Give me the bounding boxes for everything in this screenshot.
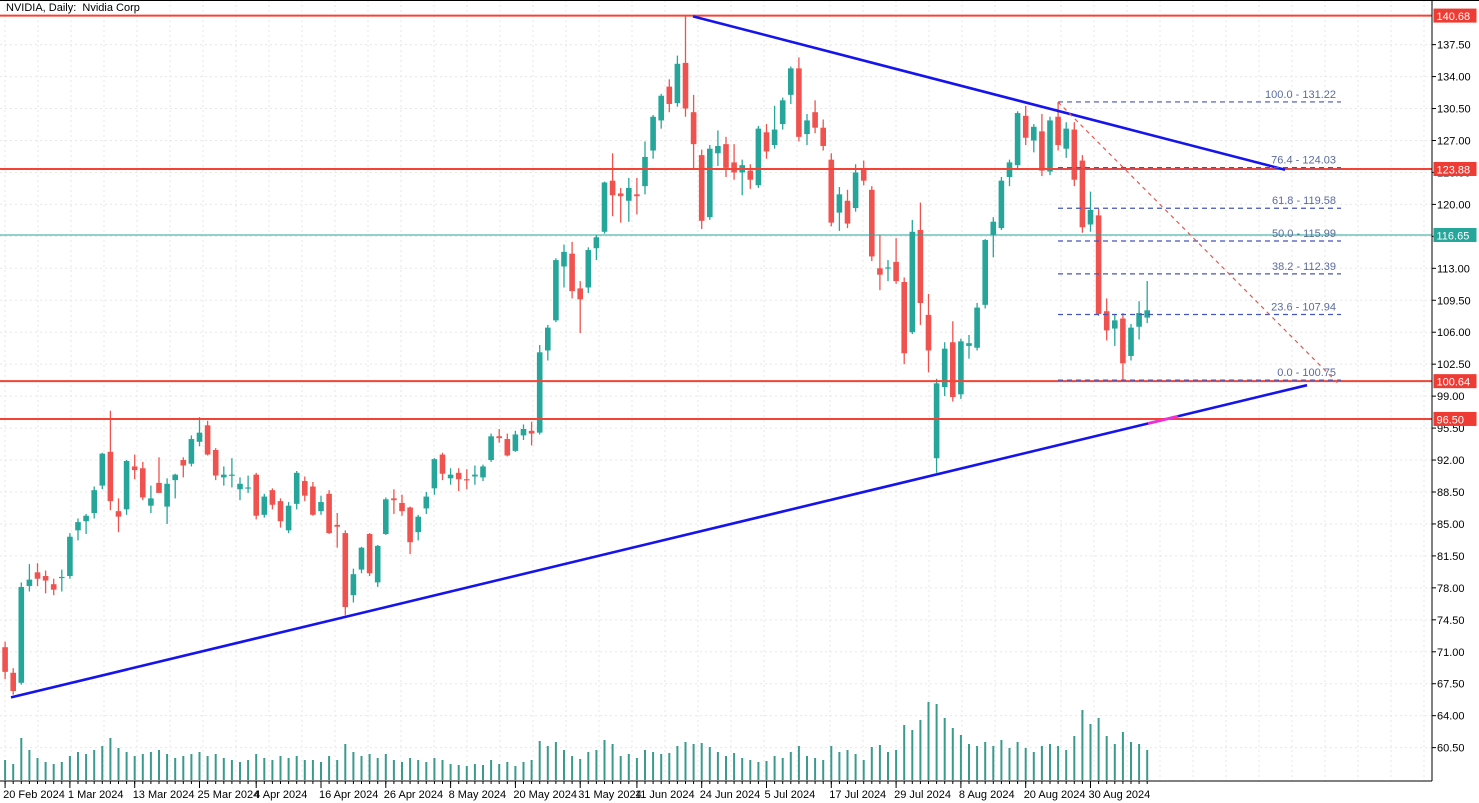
price-badge-label: 96.50	[1437, 414, 1465, 426]
price-badge	[1433, 161, 1477, 176]
y-axis-tick-label: 120.00	[1437, 199, 1471, 211]
chart-title: NVIDIA, Daily: Nvidia Corp	[6, 2, 140, 14]
x-axis-tick-label: 5 Jul 2024	[765, 789, 816, 801]
x-axis-tick-label: 25 Mar 2024	[198, 789, 260, 801]
x-axis-tick-label: 8 May 2024	[449, 789, 506, 801]
y-axis-tick-label: 78.00	[1437, 583, 1465, 595]
candles-group	[2, 15, 1150, 695]
y-axis-tick-label: 95.50	[1437, 423, 1465, 435]
y-axis-tick-label: 130.50	[1437, 104, 1471, 116]
y-axis-tick-label: 106.00	[1437, 327, 1471, 339]
x-axis-tick-label: 26 Apr 2024	[384, 789, 443, 801]
x-axis-tick-label: 13 Mar 2024	[133, 789, 195, 801]
x-axis-tick-label: 17 Jul 2024	[829, 789, 886, 801]
y-axis-tick-label: 99.00	[1437, 391, 1465, 403]
fib-level-label: 23.6 - 107.94	[1271, 302, 1336, 314]
x-axis-tick-label: 24 Jun 2024	[700, 789, 761, 801]
fib-level-label: 100.0 - 131.22	[1265, 89, 1336, 101]
fib-level-label: 0.0 - 100.75	[1277, 367, 1336, 379]
grid-lines	[0, 0, 1432, 781]
trendline-overlap-segment	[1147, 414, 1179, 425]
fib-level-label: 38.2 - 112.39	[1272, 261, 1336, 273]
x-axis-tick-label: 11 Jun 2024	[635, 789, 695, 801]
y-axis-tick-label: 85.00	[1437, 519, 1465, 531]
trendline-ascending-support[interactable]	[10, 383, 1308, 699]
y-axis-tick-label: 67.50	[1437, 679, 1465, 691]
x-axis-tick-label: 20 May 2024	[513, 789, 577, 801]
x-axis-tick-label: 8 Aug 2024	[959, 789, 1015, 801]
fib-level-label: 50.0 - 115.99	[1272, 228, 1336, 240]
price-badge-label: 123.88	[1437, 164, 1471, 176]
y-axis-tick-label: 92.00	[1437, 455, 1465, 467]
x-axis-tick-label: 29 Jul 2024	[894, 789, 951, 801]
price-badge	[1433, 8, 1477, 23]
price-badge-label: 100.64	[1437, 377, 1471, 389]
price-badge-label: 140.68	[1437, 11, 1471, 23]
x-axis-tick-label: 20 Aug 2024	[1024, 789, 1086, 801]
x-axis-tick-label: 30 Aug 2024	[1089, 789, 1151, 801]
x-axis-tick-label: 31 May 2024	[578, 789, 642, 801]
x-axis-tick-label: 16 Apr 2024	[319, 789, 378, 801]
y-axis-tick-label: 113.00	[1437, 263, 1470, 275]
y-axis-tick-label: 102.50	[1437, 359, 1471, 371]
fibonacci-retracement[interactable]: 100.0 - 131.22 76.4 - 124.03 61.8 - 119.58…	[1057, 89, 1341, 384]
price-badge-label: 116.65	[1437, 230, 1470, 242]
time-axis: 20 Feb 2024 1 Mar 2024 13 Mar 2024 25 Mar 2…	[3, 781, 1151, 801]
price-badge	[1433, 374, 1477, 389]
x-axis-tick-label: 4 Apr 2024	[254, 789, 307, 801]
price-badge	[1433, 227, 1477, 242]
horizontal-price-lines[interactable]	[0, 14, 1432, 420]
price-axis: 60.50 64.00 67.50 71.00 74.50 78.00 81.50 85.00…	[0, 0, 1479, 782]
volume-bars	[4, 702, 1149, 780]
y-axis-tick-label: 81.50	[1437, 551, 1465, 563]
y-axis-tick-label: 74.50	[1437, 615, 1465, 627]
y-axis-tick-label: 134.00	[1437, 72, 1471, 84]
y-axis-tick-label: 71.00	[1437, 647, 1465, 659]
x-axis-tick-label: 1 Mar 2024	[68, 789, 124, 801]
trendline-descending-resistance[interactable]	[692, 15, 1286, 171]
y-axis-tick-label: 88.50	[1437, 487, 1465, 499]
price-badge	[1433, 411, 1477, 426]
trendlines[interactable]	[10, 15, 1308, 699]
y-axis-tick-label: 109.50	[1437, 295, 1471, 307]
fib-level-label: 61.8 - 119.58	[1272, 195, 1336, 207]
y-axis-tick-label: 127.00	[1437, 135, 1471, 147]
y-axis-tick-label: 60.50	[1437, 743, 1465, 755]
fib-level-label: 76.4 - 124.03	[1271, 155, 1336, 167]
x-axis-tick-label: 20 Feb 2024	[3, 789, 65, 801]
fib-diagonal-line	[1057, 101, 1339, 384]
y-axis-tick-label: 137.50	[1437, 40, 1471, 52]
y-axis-tick-label: 64.00	[1437, 711, 1465, 723]
